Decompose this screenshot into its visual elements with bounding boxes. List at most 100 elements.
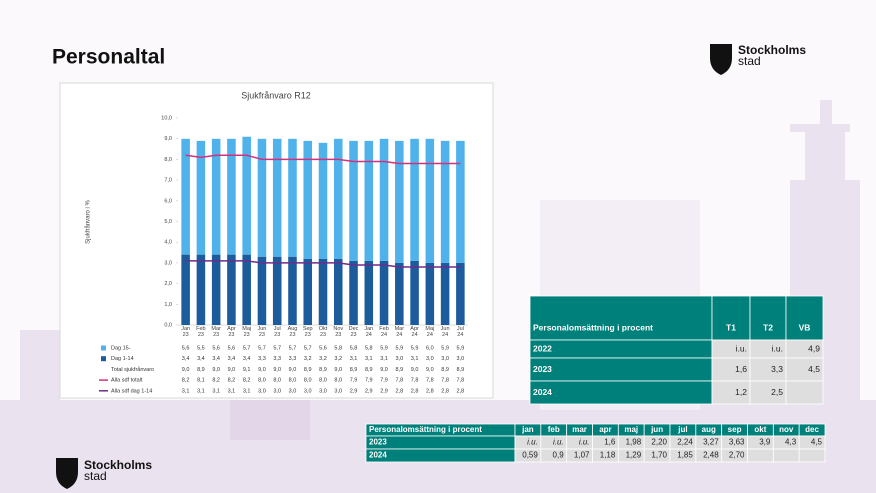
data-table-value: 5,7 xyxy=(273,345,281,351)
slide: Personaltal Stockholms stad Stockholms s… xyxy=(0,0,876,493)
header-text: jan xyxy=(521,425,534,434)
data-table-value: 3,2 xyxy=(319,356,327,362)
bar-segment xyxy=(456,141,465,263)
data-table-value: 3,1 xyxy=(182,388,190,394)
bar-segment xyxy=(288,139,297,257)
cell-text: 4,9 xyxy=(808,343,820,353)
x-tick-label: Jul24 xyxy=(457,326,464,338)
cell-text: i.u. xyxy=(772,343,783,353)
row-header-text: 2022 xyxy=(533,343,552,353)
bar-segment xyxy=(334,259,343,325)
cell-text: 0,9 xyxy=(553,451,565,460)
bar-segment xyxy=(365,141,374,261)
cell-text: 1,98 xyxy=(626,438,642,447)
header-text: apr xyxy=(599,425,611,434)
data-table-value: 8,9 xyxy=(395,367,403,373)
data-table-value: 5,6 xyxy=(212,345,220,351)
bar-segment xyxy=(410,261,419,325)
y-tick-label: 2,0 xyxy=(164,281,172,287)
bar-segment xyxy=(441,263,450,325)
bar-segment xyxy=(181,255,190,325)
bar-segment xyxy=(426,263,435,325)
header-cell xyxy=(750,296,786,340)
bar-segment xyxy=(258,257,267,325)
data-table-value: 5,5 xyxy=(197,345,205,351)
header-cell xyxy=(786,296,823,340)
y-tick-label: 0,0 xyxy=(164,322,172,328)
data-table-value: 7,9 xyxy=(365,378,373,384)
data-table-value: 2,9 xyxy=(365,388,373,394)
y-tick-label: 10,0 xyxy=(161,115,172,121)
data-table-value: 2,8 xyxy=(426,388,434,394)
data-table-value: 5,7 xyxy=(304,345,312,351)
data-table-value: 8,2 xyxy=(212,378,220,384)
bar-segment xyxy=(227,139,236,255)
cell-text: 0,59 xyxy=(522,451,538,460)
data-table-value: 3,1 xyxy=(411,356,419,362)
data-table-value: 8,0 xyxy=(304,378,312,384)
legend-label: Total sjukfrånvaro xyxy=(111,366,154,373)
data-table-value: 3,0 xyxy=(457,356,465,362)
bar-segment xyxy=(395,141,404,263)
bar-segment xyxy=(380,261,389,325)
data-table-value: 5,9 xyxy=(380,345,388,351)
legend-label: Dag 15- xyxy=(111,345,131,351)
data-table-value: 5,9 xyxy=(395,345,403,351)
data-table-value: 3,0 xyxy=(273,388,281,394)
data-table-value: 3,0 xyxy=(395,356,403,362)
legend-swatch xyxy=(101,346,106,351)
cell-text: i.u. xyxy=(579,438,590,447)
data-table-value: 2,9 xyxy=(380,388,388,394)
header-text: jun xyxy=(650,425,663,434)
row-header-cell xyxy=(366,449,515,462)
cell-text: i.u. xyxy=(736,343,747,353)
data-table-value: 9,0 xyxy=(273,367,281,373)
data-table-value: 5,6 xyxy=(182,345,190,351)
data-table-value: 8,9 xyxy=(197,367,205,373)
cell-text: 1,2 xyxy=(735,387,747,397)
data-table-value: 3,1 xyxy=(243,388,251,394)
data-table-value: 3,1 xyxy=(228,388,236,394)
data-table-value: 8,9 xyxy=(304,367,312,373)
data-table-value: 3,3 xyxy=(273,356,281,362)
bar-segment xyxy=(319,259,328,325)
data-table-value: 5,7 xyxy=(258,345,266,351)
cell-text: 2,70 xyxy=(729,451,745,460)
header-text: okt xyxy=(754,425,766,434)
data-table-value: 3,4 xyxy=(212,356,220,362)
data-table-value: 3,0 xyxy=(289,388,297,394)
data-table-value: 8,9 xyxy=(365,367,373,373)
header-text: jul xyxy=(677,425,687,434)
header-text: dec xyxy=(805,425,819,434)
bar-segment xyxy=(303,259,312,325)
cell-text: i.u. xyxy=(553,438,564,447)
slide-title: Personaltal xyxy=(52,46,165,69)
cell-text: 1,6 xyxy=(735,364,747,374)
row-header-text: 2023 xyxy=(533,364,552,374)
data-table-value: 7,8 xyxy=(457,378,465,384)
bar-segment xyxy=(349,261,358,325)
bar-segment xyxy=(303,141,312,259)
data-table-value: 5,8 xyxy=(350,345,358,351)
data-table-value: 9,0 xyxy=(334,367,342,373)
data-table-value: 2,8 xyxy=(411,388,419,394)
bar-segment xyxy=(334,139,343,259)
cell-text: 2,5 xyxy=(771,387,783,397)
cell-text: 2,48 xyxy=(703,451,719,460)
header-text: nov xyxy=(779,425,794,434)
header-cell xyxy=(712,296,750,340)
data-table-value: 3,0 xyxy=(334,388,342,394)
data-table-value: 3,0 xyxy=(304,388,312,394)
data-table-value: 5,8 xyxy=(365,345,373,351)
header-text: feb xyxy=(548,425,560,434)
header-text: mar xyxy=(572,425,587,434)
data-table-value: 6,0 xyxy=(426,345,434,351)
cell-text: 3,63 xyxy=(729,438,745,447)
data-table-value: 5,6 xyxy=(228,345,236,351)
data-table-value: 3,4 xyxy=(182,356,190,362)
data-table-value: 8,9 xyxy=(319,367,327,373)
data-table-value: 8,0 xyxy=(273,378,281,384)
y-tick-label: 5,0 xyxy=(164,219,172,225)
header-text: T1 xyxy=(726,322,736,332)
cell-text: 1,18 xyxy=(600,451,616,460)
